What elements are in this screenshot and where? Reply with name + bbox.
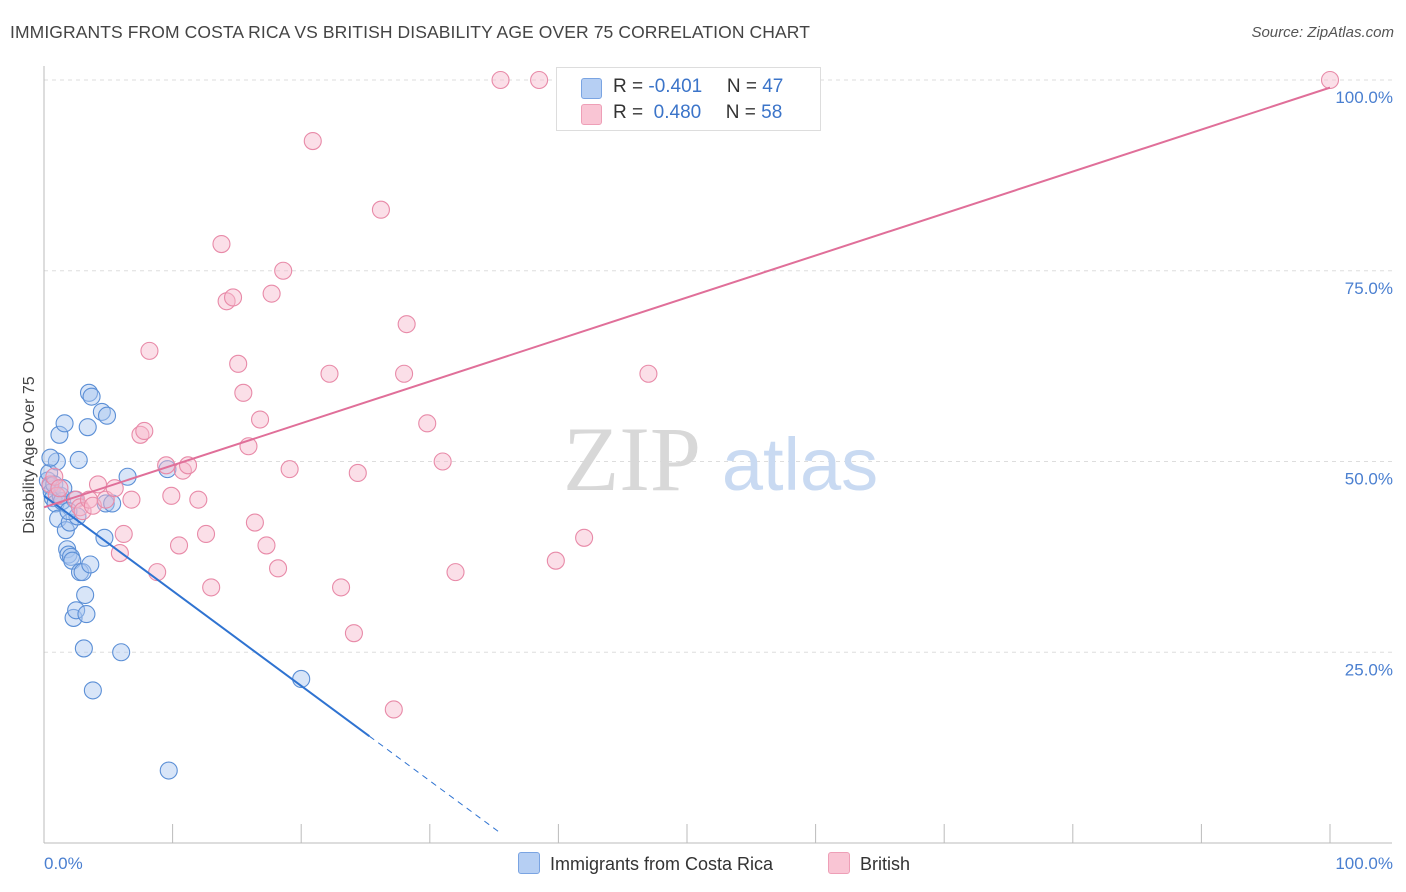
y-tick-label: 50.0% [1345,470,1393,489]
data-point [50,479,69,498]
data-point [95,528,114,547]
data-point [397,315,416,334]
data-point [77,605,96,624]
data-point [114,524,133,544]
data-point [1320,70,1340,90]
data-point [189,490,208,509]
x-tick-label: 100.0% [1335,854,1393,873]
legend-item-costa-rica: Immigrants from Costa Rica [518,852,773,875]
data-point [81,555,100,574]
data-point [78,418,97,437]
data-point [332,578,351,597]
data-point [639,364,658,383]
data-point [73,502,92,521]
data-point [344,624,363,643]
legend-swatch-pink [581,104,602,125]
data-point [212,234,231,254]
trend-line-costa-rica [43,495,370,737]
data-point [320,364,339,383]
data-point [135,421,154,441]
data-point [348,463,367,482]
y-tick-label: 100.0% [1335,88,1393,107]
legend-swatch-blue [581,78,602,99]
grid-lines [44,79,1392,653]
legend-r-value: -0.401 [648,76,703,97]
trend-line-british [43,86,1331,509]
data-point [196,524,216,544]
data-point [140,341,159,360]
data-point [395,364,414,383]
x-tick-label: 0.0% [44,854,83,873]
data-point [446,563,465,582]
y-tick-label: 75.0% [1345,279,1393,298]
data-point [83,681,102,700]
data-point [74,639,93,658]
legend-label: Immigrants from Costa Rica [550,854,774,874]
legend-label: British [860,854,911,874]
legend-swatch-pink [828,852,850,874]
legend-r-label: R = [613,76,649,97]
data-point [546,551,565,570]
tick-labels: 25.0% 50.0% 75.0% 100.0% 0.0% 100.0% [44,88,1393,873]
legend-item-british: British [828,852,910,875]
data-point [280,460,299,479]
data-point [159,761,178,780]
data-point [148,563,167,582]
correlation-legend: R = -0.401 N = 47 R = 0.480 N = 58 [556,67,821,131]
data-point [202,578,221,597]
data-point [274,261,293,280]
data-point [257,536,276,555]
data-point [82,387,101,406]
y-tick-label: 25.0% [1345,660,1393,679]
data-point [530,70,549,90]
data-point [303,131,322,151]
legend-n-value: 58 [761,102,783,123]
data-point [250,410,270,429]
legend-n-value: 47 [762,76,784,97]
data-point [122,490,141,509]
data-point [234,383,253,402]
data-point [491,70,510,90]
data-point [384,700,403,719]
data-point [418,414,437,433]
data-point [575,528,594,547]
watermark: ZIP atlas [563,408,878,510]
data-point [67,601,86,620]
watermark-zip: ZIP [563,408,701,510]
trend-lines [43,86,1331,834]
trend-extension-costa-rica [369,735,501,834]
data-point [45,467,64,486]
data-point [269,559,288,578]
data-point [76,585,95,605]
data-point [169,536,189,555]
legend-swatch-blue [518,852,540,874]
data-point [50,425,69,444]
legend-r-value: 0.480 [648,102,702,123]
data-point [112,643,131,662]
data-point [55,414,74,433]
data-point [41,448,60,467]
y-axis-label: Disability Age Over 75 [21,376,38,534]
data-point [105,479,124,498]
data-point [162,486,181,505]
data-point [262,284,281,303]
legend-n-label: N = [726,76,763,97]
source-credit: Source: ZipAtlas.com [1251,24,1394,41]
legend-r-label: R = [613,102,649,123]
data-point [223,288,243,307]
legend-n-label: N = [725,102,762,123]
axes [43,66,1392,844]
watermark-atlas: atlas [722,423,878,506]
data-point [229,354,248,373]
chart-title: IMMIGRANTS FROM COSTA RICA VS BRITISH DI… [10,22,810,42]
data-point [73,563,92,582]
data-point [371,200,390,219]
data-point [97,406,117,425]
data-point [433,452,452,471]
data-point [245,513,264,532]
data-point [69,450,88,470]
